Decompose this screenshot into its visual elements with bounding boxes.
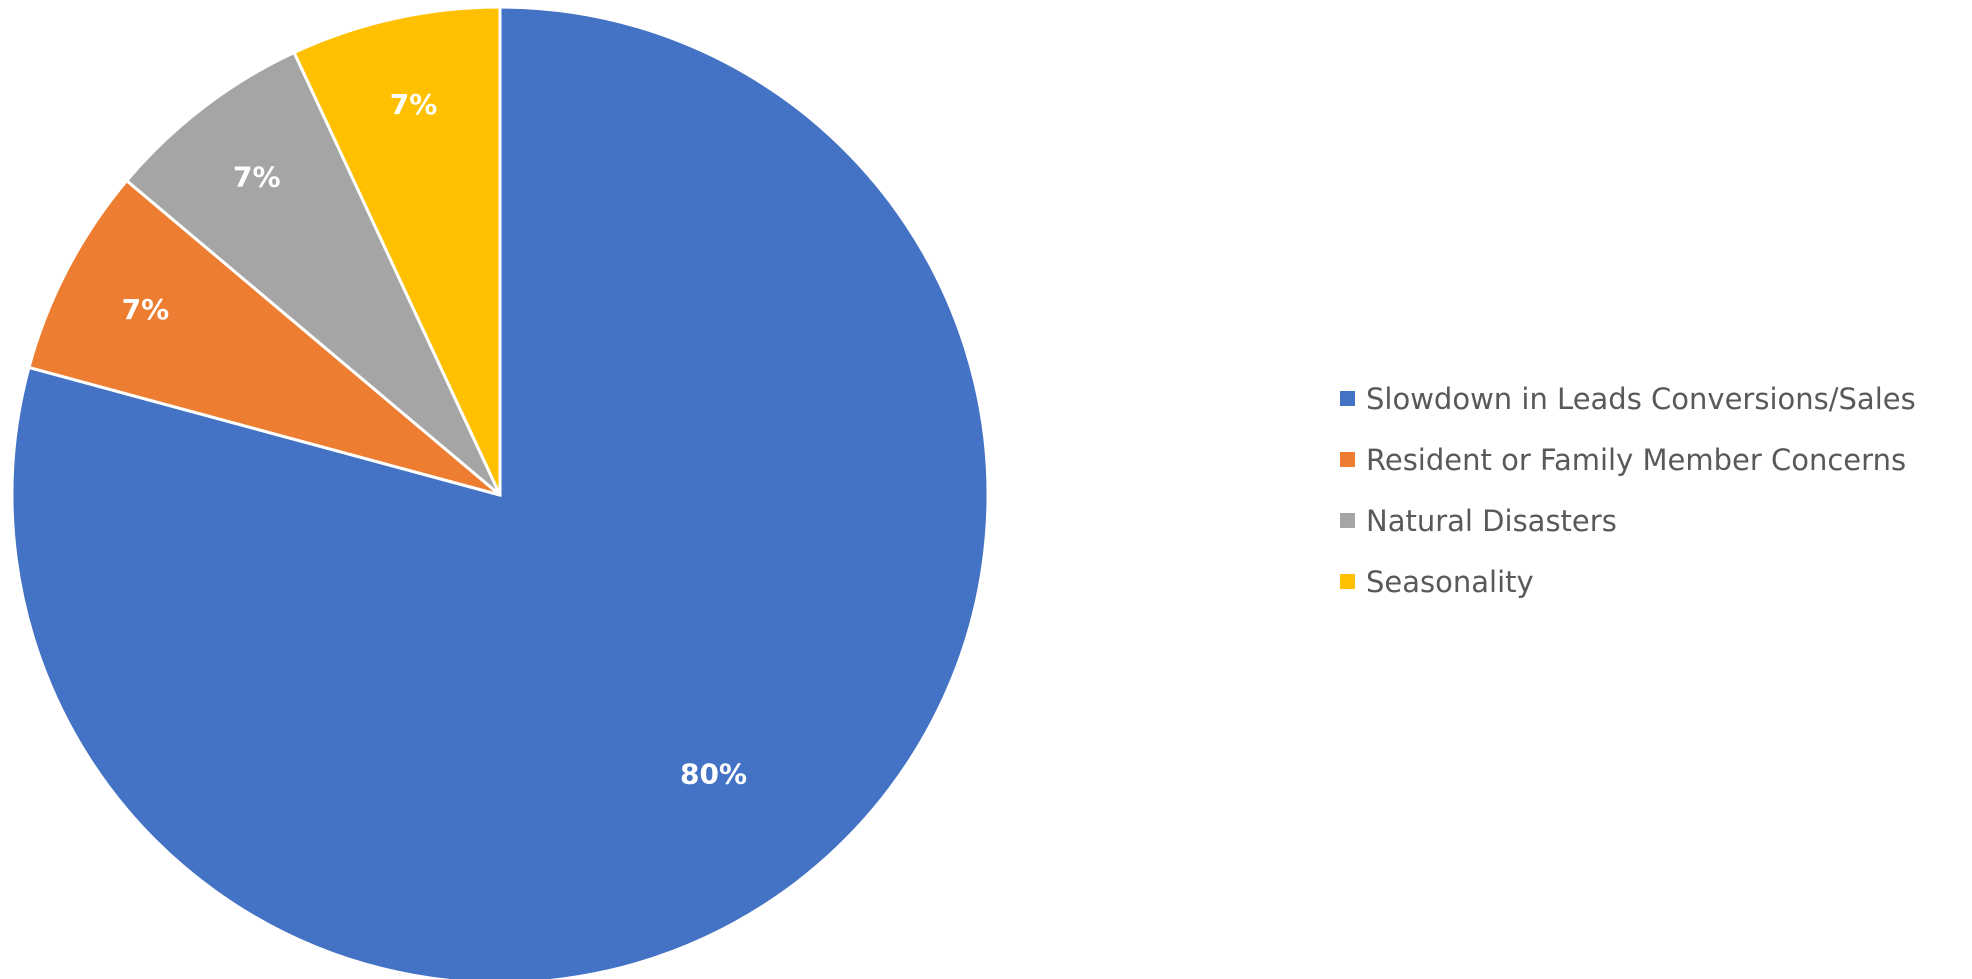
legend-item-resident-or-family-member-concerns: Resident or Family Member Concerns — [1340, 441, 1916, 478]
pie-slice-natural-disasters — [124, 50, 502, 497]
legend-swatch — [1340, 513, 1355, 528]
pie-data-labels: 80% 7% 7% 7% — [122, 88, 747, 791]
legend-label: Seasonality — [1366, 564, 1534, 599]
chart-legend: Slowdown in Leads Conversions/Sales Resid… — [1340, 380, 1916, 600]
legend-item-slowdown-in-leads-conversions-sales: Slowdown in Leads Conversions/Sales — [1340, 380, 1916, 417]
legend-label: Slowdown in Leads Conversions/Sales — [1366, 381, 1916, 416]
data-label-natural-disasters: 7% — [233, 161, 281, 194]
pie-slice-seasonality — [292, 5, 502, 496]
data-label-resident-or-family-member-concerns: 7% — [122, 293, 170, 326]
legend-swatch — [1340, 452, 1355, 467]
data-label-seasonality: 7% — [390, 88, 438, 121]
legend-item-seasonality: Seasonality — [1340, 563, 1916, 600]
pie-slice-slowdown-in-leads-conversions-sales — [10, 5, 990, 979]
legend-item-natural-disasters: Natural Disasters — [1340, 502, 1916, 539]
legend-swatch — [1340, 391, 1355, 406]
pie-slice-resident-or-family-member-concerns — [27, 178, 501, 497]
legend-label: Resident or Family Member Concerns — [1366, 442, 1907, 477]
pie-slices — [10, 5, 990, 979]
legend-label: Natural Disasters — [1366, 503, 1617, 538]
data-label-slowdown-in-leads-conversions-sales: 80% — [680, 758, 747, 791]
legend-swatch — [1340, 574, 1355, 589]
